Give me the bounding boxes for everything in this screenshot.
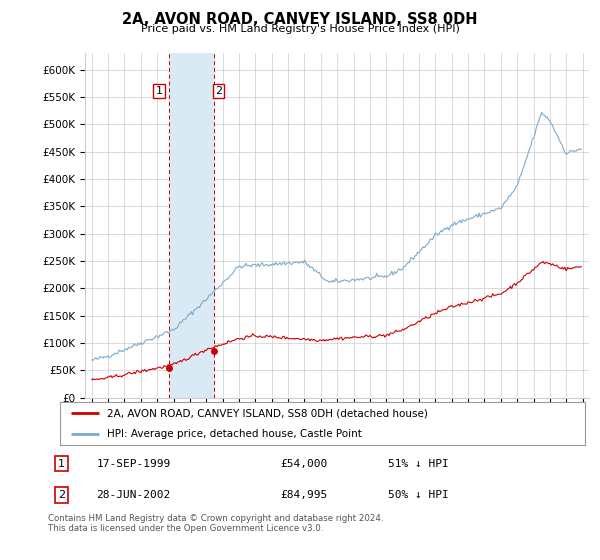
Text: HPI: Average price, detached house, Castle Point: HPI: Average price, detached house, Cast… <box>107 430 362 439</box>
Text: 51% ↓ HPI: 51% ↓ HPI <box>388 459 449 469</box>
Text: 17-SEP-1999: 17-SEP-1999 <box>97 459 171 469</box>
Text: Price paid vs. HM Land Registry's House Price Index (HPI): Price paid vs. HM Land Registry's House … <box>140 24 460 34</box>
Text: 50% ↓ HPI: 50% ↓ HPI <box>388 490 449 500</box>
Bar <box>169 53 214 398</box>
Text: 2A, AVON ROAD, CANVEY ISLAND, SS8 0DH (detached house): 2A, AVON ROAD, CANVEY ISLAND, SS8 0DH (d… <box>107 408 428 418</box>
Text: 1: 1 <box>58 459 65 469</box>
Text: 2: 2 <box>58 490 65 500</box>
Text: 1: 1 <box>155 86 163 96</box>
Text: 2: 2 <box>215 86 222 96</box>
Text: 2A, AVON ROAD, CANVEY ISLAND, SS8 0DH: 2A, AVON ROAD, CANVEY ISLAND, SS8 0DH <box>122 12 478 27</box>
Text: £84,995: £84,995 <box>280 490 328 500</box>
Text: 28-JUN-2002: 28-JUN-2002 <box>97 490 171 500</box>
Text: £54,000: £54,000 <box>280 459 328 469</box>
Text: Contains HM Land Registry data © Crown copyright and database right 2024.
This d: Contains HM Land Registry data © Crown c… <box>48 514 383 534</box>
